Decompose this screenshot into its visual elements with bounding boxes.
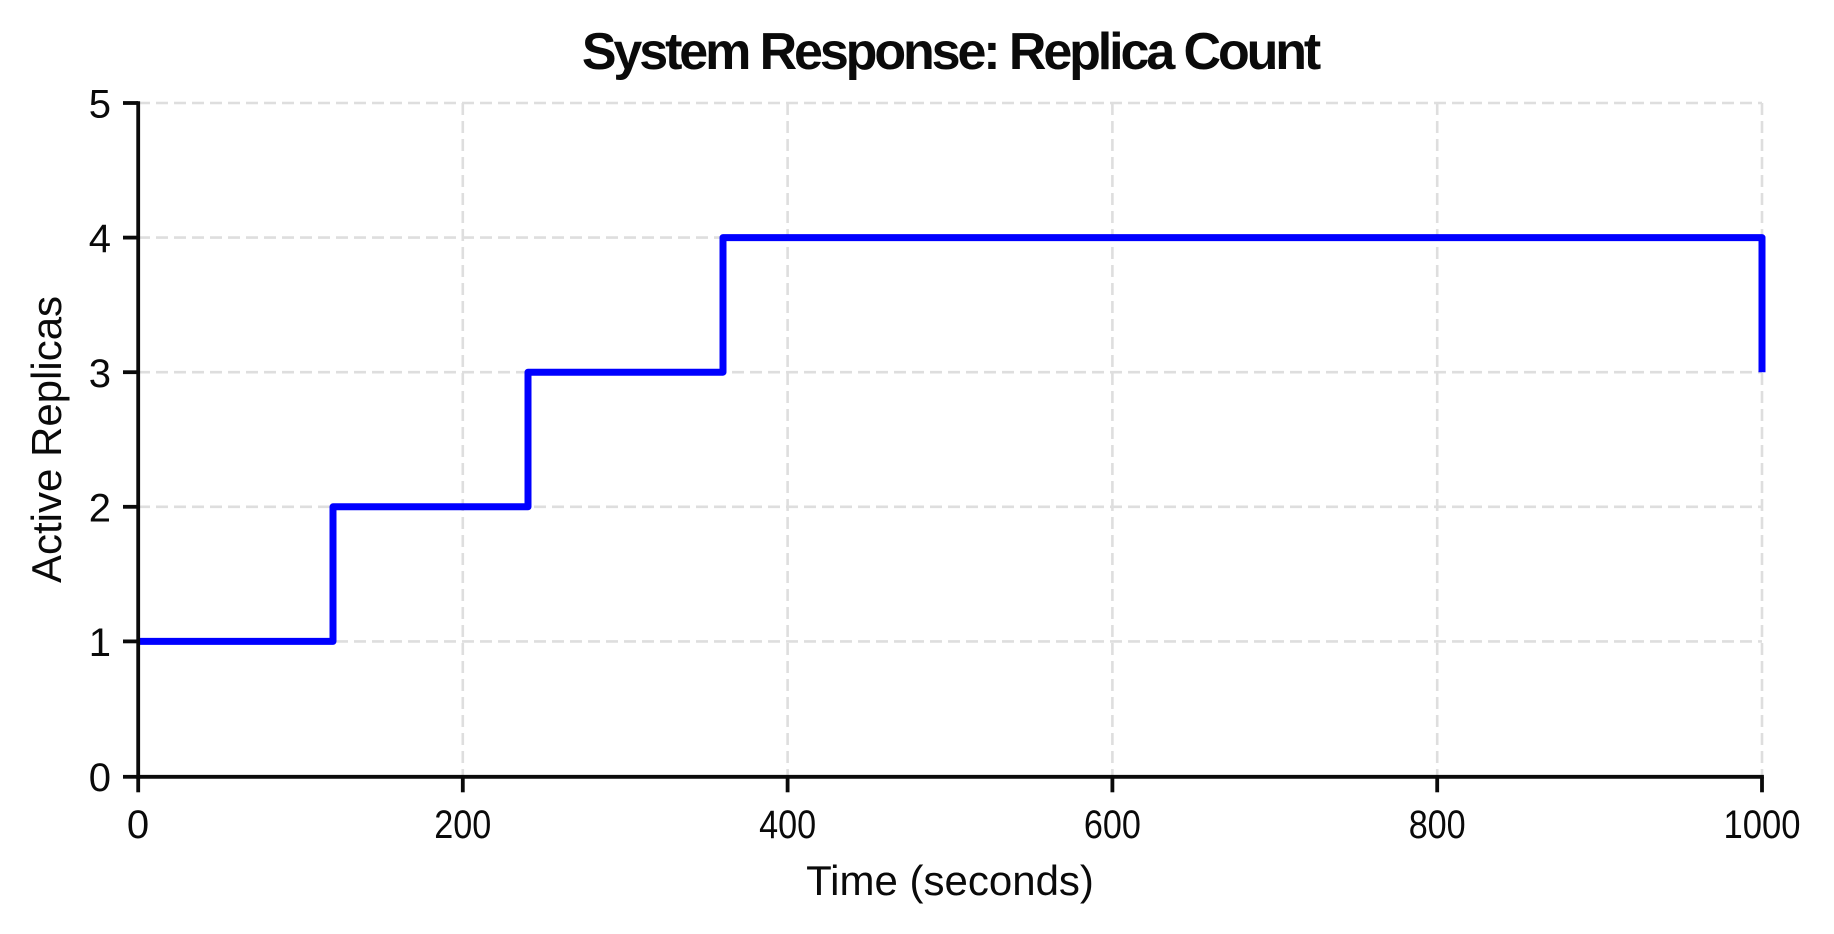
svg-text:2: 2 (89, 486, 111, 530)
svg-text:1: 1 (89, 621, 111, 665)
svg-text:1000: 1000 (1724, 803, 1801, 847)
svg-text:0: 0 (127, 803, 149, 847)
svg-text:Time (seconds): Time (seconds) (806, 857, 1094, 904)
svg-text:0: 0 (89, 756, 111, 800)
svg-text:4: 4 (89, 217, 111, 261)
svg-text:3: 3 (89, 352, 111, 396)
svg-text:800: 800 (1409, 803, 1466, 847)
svg-text:System Response: Replica Count: System Response: Replica Count (582, 23, 1321, 81)
svg-text:5: 5 (89, 83, 111, 127)
svg-text:600: 600 (1084, 803, 1141, 847)
svg-text:200: 200 (434, 803, 491, 847)
svg-text:Active Replicas: Active Replicas (23, 296, 70, 583)
svg-text:400: 400 (759, 803, 816, 847)
